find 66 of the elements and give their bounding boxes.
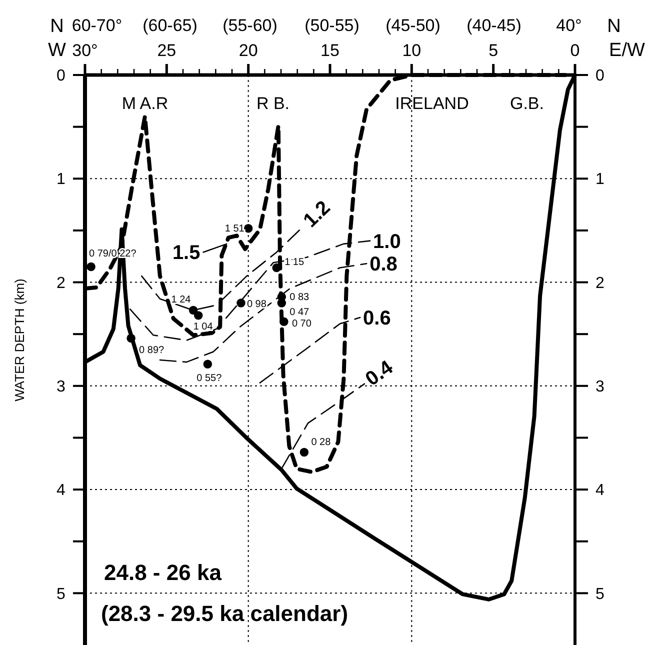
y2-tick-label: 3 <box>596 378 605 396</box>
text: 40° <box>556 16 582 35</box>
text: (50-55) <box>304 16 360 35</box>
data-label: 0 55? <box>196 373 222 384</box>
point <box>203 360 212 369</box>
data-label: 1 15 <box>284 256 304 268</box>
data-label: 1 24 <box>171 294 192 306</box>
y-tick-label: 3 <box>56 378 66 396</box>
x-tick-label: 0 <box>570 41 580 60</box>
x-tick-label: 20 <box>238 41 258 60</box>
data-label: 0 70 <box>292 318 312 330</box>
point <box>272 263 281 272</box>
y-tick-label: 0 <box>56 68 66 85</box>
data-label: 1 04 <box>193 321 214 332</box>
y-tick-label: 1 <box>56 171 66 188</box>
series-label: 1.5 <box>172 242 200 264</box>
series-label: 1.0 <box>373 230 401 253</box>
text: (55-60) <box>222 16 278 35</box>
text: (60-65) <box>142 16 198 35</box>
point <box>126 334 136 343</box>
data-label: 0 28 <box>311 437 332 448</box>
x-tick-label: 25 <box>157 41 176 60</box>
point <box>300 448 309 457</box>
y2-tick-label: 4 <box>596 482 605 500</box>
text: W <box>48 40 66 61</box>
data-label: 0 89? <box>139 345 165 356</box>
point <box>194 311 203 320</box>
text: 0.4 <box>362 356 398 391</box>
y2-tick-label: 1 <box>596 171 605 188</box>
text: N <box>50 16 64 37</box>
point <box>188 306 198 315</box>
annotation: G.B. <box>510 94 544 113</box>
point <box>277 298 286 308</box>
text: (45-50) <box>386 16 440 35</box>
y2-tick-label: 2 <box>596 274 605 292</box>
x-tick-label: 15 <box>320 41 340 60</box>
series-label: 0.8 <box>370 254 398 276</box>
data-label: 0 98 <box>246 299 267 310</box>
y2-tick-label: 0 <box>596 68 605 85</box>
data-label: 0 83 <box>290 292 310 303</box>
x-tick-label: 30° <box>72 41 98 60</box>
x-tick-label: 5 <box>488 41 498 60</box>
y-tick-label: 5 <box>56 586 66 603</box>
text: E/W <box>609 40 646 61</box>
point <box>236 298 246 308</box>
annotation: M A.R <box>122 94 168 113</box>
text: N <box>607 16 621 37</box>
annotation: 24.8 - 26 ka <box>104 560 222 585</box>
series-label: 0.6 <box>363 308 391 330</box>
x-tick-label: 10 <box>402 41 422 60</box>
y2-tick-label: 5 <box>596 586 605 603</box>
point <box>280 317 288 326</box>
y-tick-label: 4 <box>56 482 66 500</box>
annotation: (28.3 - 29.5 ka calendar) <box>101 601 348 626</box>
text: (40-45) <box>466 16 522 35</box>
text: 60-70° <box>72 16 122 35</box>
data-label: 0 47 <box>290 307 310 318</box>
point <box>244 224 253 233</box>
annotation: R B. <box>256 94 290 113</box>
annotation: IRELAND <box>395 94 469 113</box>
point <box>86 262 96 272</box>
text: 1.2 <box>299 196 335 232</box>
y-axis-title: WATER DEPTH (km) <box>12 278 27 402</box>
data-label: 1 51 <box>224 223 245 234</box>
line-series <box>259 316 361 384</box>
y-tick-label: 2 <box>56 274 66 292</box>
